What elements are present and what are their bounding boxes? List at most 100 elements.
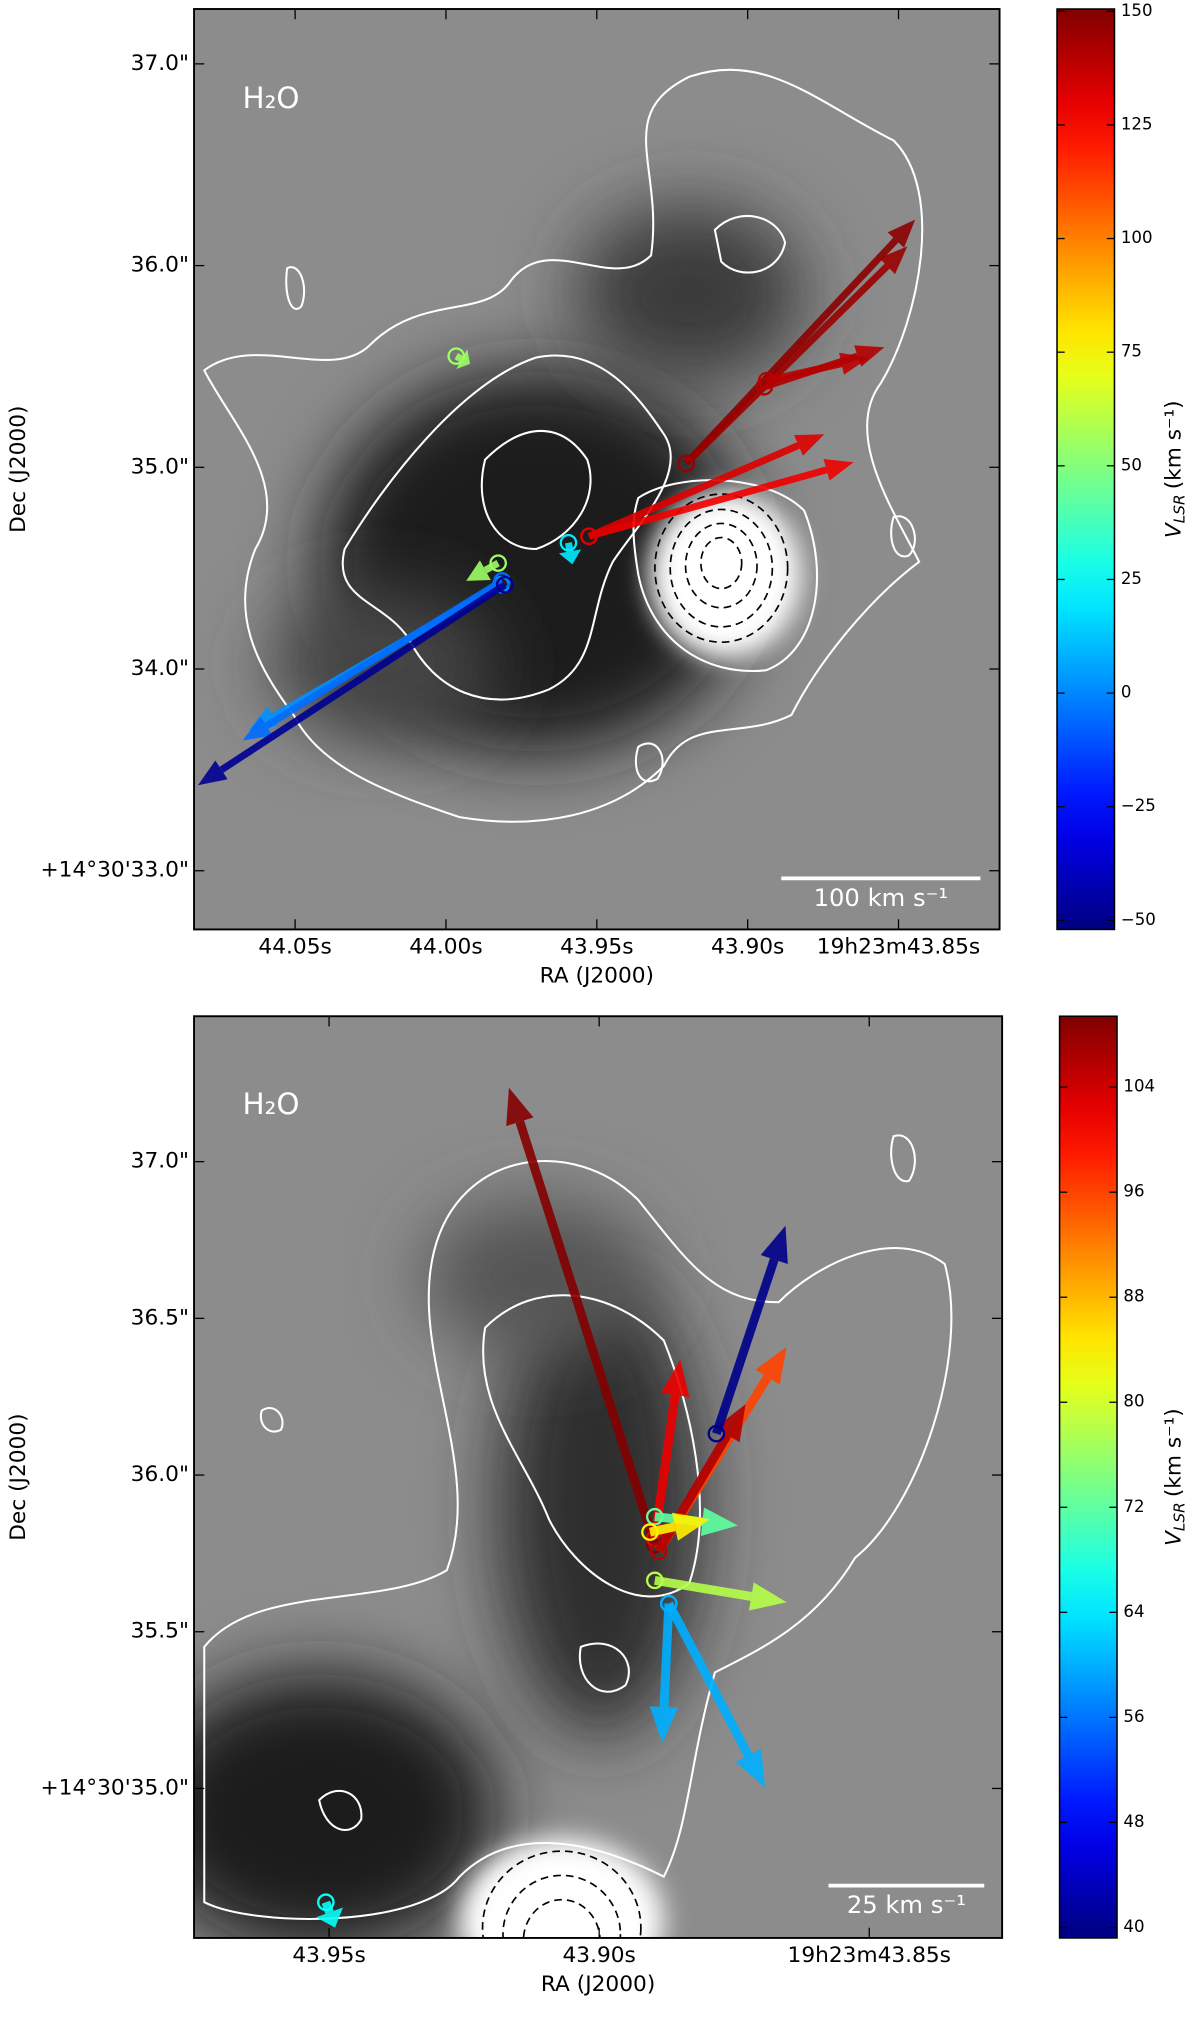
vector-origin [641,1523,659,1541]
proper-motion-vector [447,347,471,370]
scale-bar-label: 25 km s⁻¹ [847,1890,966,1919]
colorbar [1056,8,1116,931]
plot-frame [193,1015,1004,1939]
arrow-shaft [321,1900,334,1914]
species-label: H₂O [243,1087,300,1121]
species-label: H₂O [243,81,300,115]
arrow-head [316,1907,343,1928]
proper-motion-vector [466,554,507,581]
vector-origin [559,533,578,552]
arrow-head [242,716,273,741]
vector-origin [707,1424,726,1443]
arrow-shaft [588,466,828,540]
arrow-head [649,1706,679,1743]
colorbar-label: VLSR (km s⁻¹) [1161,1408,1188,1546]
arrow-head [661,1359,690,1398]
vector-origin [649,1542,668,1561]
y-tick-label: 37.0" [131,51,189,76]
y-tick-label: 36.0" [131,1462,189,1487]
x-tick-label: 43.90s [711,934,784,959]
arrow-head [760,1225,788,1265]
y-tick-label: 37.0" [131,1149,189,1174]
arrow-shaft [219,581,507,773]
colorbar [1058,1015,1118,1939]
y-axis-label: Dec (J2000) [6,406,31,533]
arrow-head [466,560,491,581]
colorbar-tick-label: 125 [1121,114,1153,133]
colorbar-tick-label: 50 [1121,455,1142,474]
x-tick-label: 44.00s [409,934,482,959]
colorbar-tick-label: 64 [1123,1602,1144,1621]
arrow-head [715,1404,746,1443]
y-tick-label: 34.0" [131,656,189,681]
colorbar-label-symbol: V [1161,1529,1186,1546]
colorbar-tick-label: 25 [1121,569,1142,588]
y-tick-label: 35.5" [131,1619,189,1644]
proper-motion-vector [641,1512,710,1541]
arrow-head [558,549,582,565]
proper-motion-vector [755,345,885,396]
proper-motion-vector [558,533,582,565]
colorbar-tick-label: −25 [1121,796,1156,815]
colorbar-tick-label: 48 [1123,1812,1144,1831]
x-axis-label: RA (J2000) [541,1972,655,1997]
image-background [194,9,1000,930]
proper-motion-vector [660,1594,765,1788]
arrow-shaft [763,352,859,391]
colorbar-tick-label: 88 [1123,1287,1144,1306]
colorbar-label-unit: (km s⁻¹) [1161,400,1186,489]
colorbar-tick-label: 40 [1123,1917,1144,1936]
colorbar-tick-label: 96 [1123,1182,1144,1201]
colorbar-label-subscript: LSR [1170,494,1188,523]
colorbar-label-symbol: V [1161,521,1186,538]
arrow-head [700,1507,738,1536]
arrow-head [735,1748,765,1788]
x-tick-label: 43.95s [292,1943,365,1968]
vector-origin [645,1507,664,1526]
vector-origin [489,554,507,572]
colorbar-tick-label: −50 [1121,910,1156,929]
x-tick-label: 43.95s [560,934,633,959]
vector-origin [495,575,514,594]
arrow-shaft [264,577,504,729]
vector-origin [447,347,466,365]
colorbar-label: VLSR (km s⁻¹) [1161,400,1188,538]
colorbar-tick-label: 104 [1123,1077,1155,1096]
x-axis-label: RA (J2000) [540,964,654,989]
vector-origin [755,378,774,396]
proper-motion-vector [580,434,825,546]
arrow-head [748,1582,787,1611]
vector-origin [677,454,695,473]
y-tick-label: +14°30'35.0" [40,1775,188,1800]
arrow-shaft [664,1601,753,1758]
arrow-shaft [683,263,890,466]
arrow-head [823,459,854,481]
arrow-head [794,434,825,456]
vector-origin [317,1893,335,1912]
arrow-shaft [649,1522,676,1537]
colorbar-tick-label: 0 [1121,683,1132,702]
colorbar-tick-label: 100 [1121,228,1153,247]
proper-motion-vector [677,246,908,473]
colorbar-tick-label: 72 [1123,1497,1144,1516]
arrow-shaft [659,1603,674,1708]
arrow-shaft [712,1258,779,1436]
y-tick-label: 35.0" [131,454,189,479]
colorbar-tick-label: 75 [1121,342,1142,361]
arrow-head [506,1087,534,1127]
proper-motion-vector [645,1571,787,1611]
arrow-shaft [515,1120,660,1546]
colorbar-label-subscript: LSR [1170,1502,1188,1531]
proper-motion-vector [197,575,514,786]
vector-origin [580,527,598,546]
vector-origin [645,1571,664,1590]
vector-origin [660,1594,678,1613]
image-background [194,1016,1003,1938]
proper-motion-vector [707,1225,788,1443]
proper-motion-vector [316,1893,343,1928]
y-tick-label: +14°30'33.0" [40,858,188,883]
arrow-head [755,1346,787,1385]
arrow-shaft [454,353,464,363]
colorbar-tick-label: 80 [1123,1392,1144,1411]
